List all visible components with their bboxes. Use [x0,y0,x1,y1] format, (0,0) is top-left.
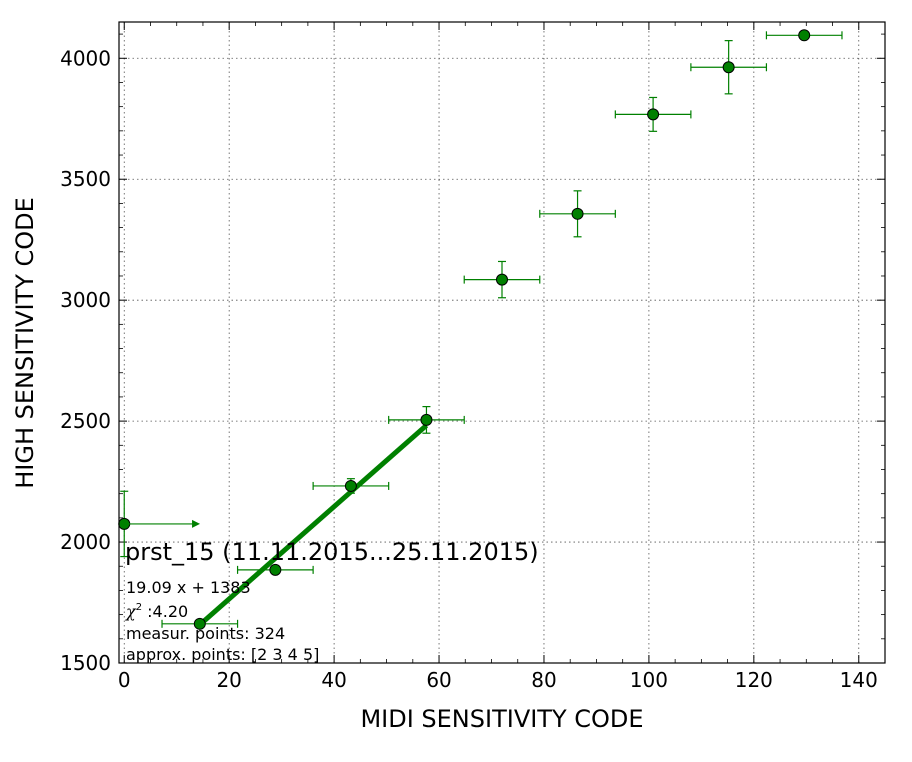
x-tick-label: 140 [840,668,878,692]
data-point [496,273,508,286]
chi-value: :4.20 [142,602,188,621]
x-tick-label: 60 [426,668,451,692]
plot-frame [118,21,886,664]
annotation-measur-points: measur. points: 324 [126,624,285,643]
data-point [571,207,584,220]
y-tick-label: 2000 [60,530,111,554]
error-bars [120,31,843,628]
annotation-equation: 19.09 x + 1383 [126,578,251,597]
data-point [420,413,433,426]
data-points [118,29,811,630]
x-tick-label: 120 [735,668,773,692]
arrow-group [124,519,201,528]
data-point [722,61,735,74]
fit-line-group [198,423,429,627]
data-point [193,617,206,630]
x-tick-label: 20 [216,668,241,692]
y-tick-labels: 1500 2000 2500 3000 3500 4000 [60,46,111,675]
data-point [647,108,660,121]
fit-line [198,423,429,627]
x-axis-label: MIDI SENSITIVITY CODE [360,705,643,733]
data-point [269,563,282,576]
annotation-approx-points: approx. points: [2 3 4 5] [126,645,319,664]
y-tick-label: 2500 [60,409,111,433]
y-tick-label: 1500 [60,651,111,675]
x-tick-label: 100 [630,668,668,692]
y-tick-label: 4000 [60,46,111,70]
data-point [798,29,811,42]
y-axis-label: HIGH SENSITIVITY CODE [11,197,39,489]
major-ticks [119,22,885,664]
x-tick-label: 0 [118,668,131,692]
annotation-title: prst_15 (11.11.2015...25.11.2015) [125,538,539,566]
x-tick-labels: 0 20 40 60 80 100 120 140 [118,668,878,692]
x-tick-label: 80 [531,668,556,692]
y-tick-label: 3500 [60,167,111,191]
x-tick-label: 40 [321,668,346,692]
y-tick-label: 3000 [60,288,111,312]
minor-ticks [119,22,886,663]
data-point [344,479,357,492]
chi-superscript: 2 [136,602,142,613]
arrow-head [192,519,201,528]
chi-symbol: χ [125,602,137,621]
annotation-chi: χ2 :4.20 [125,602,188,621]
